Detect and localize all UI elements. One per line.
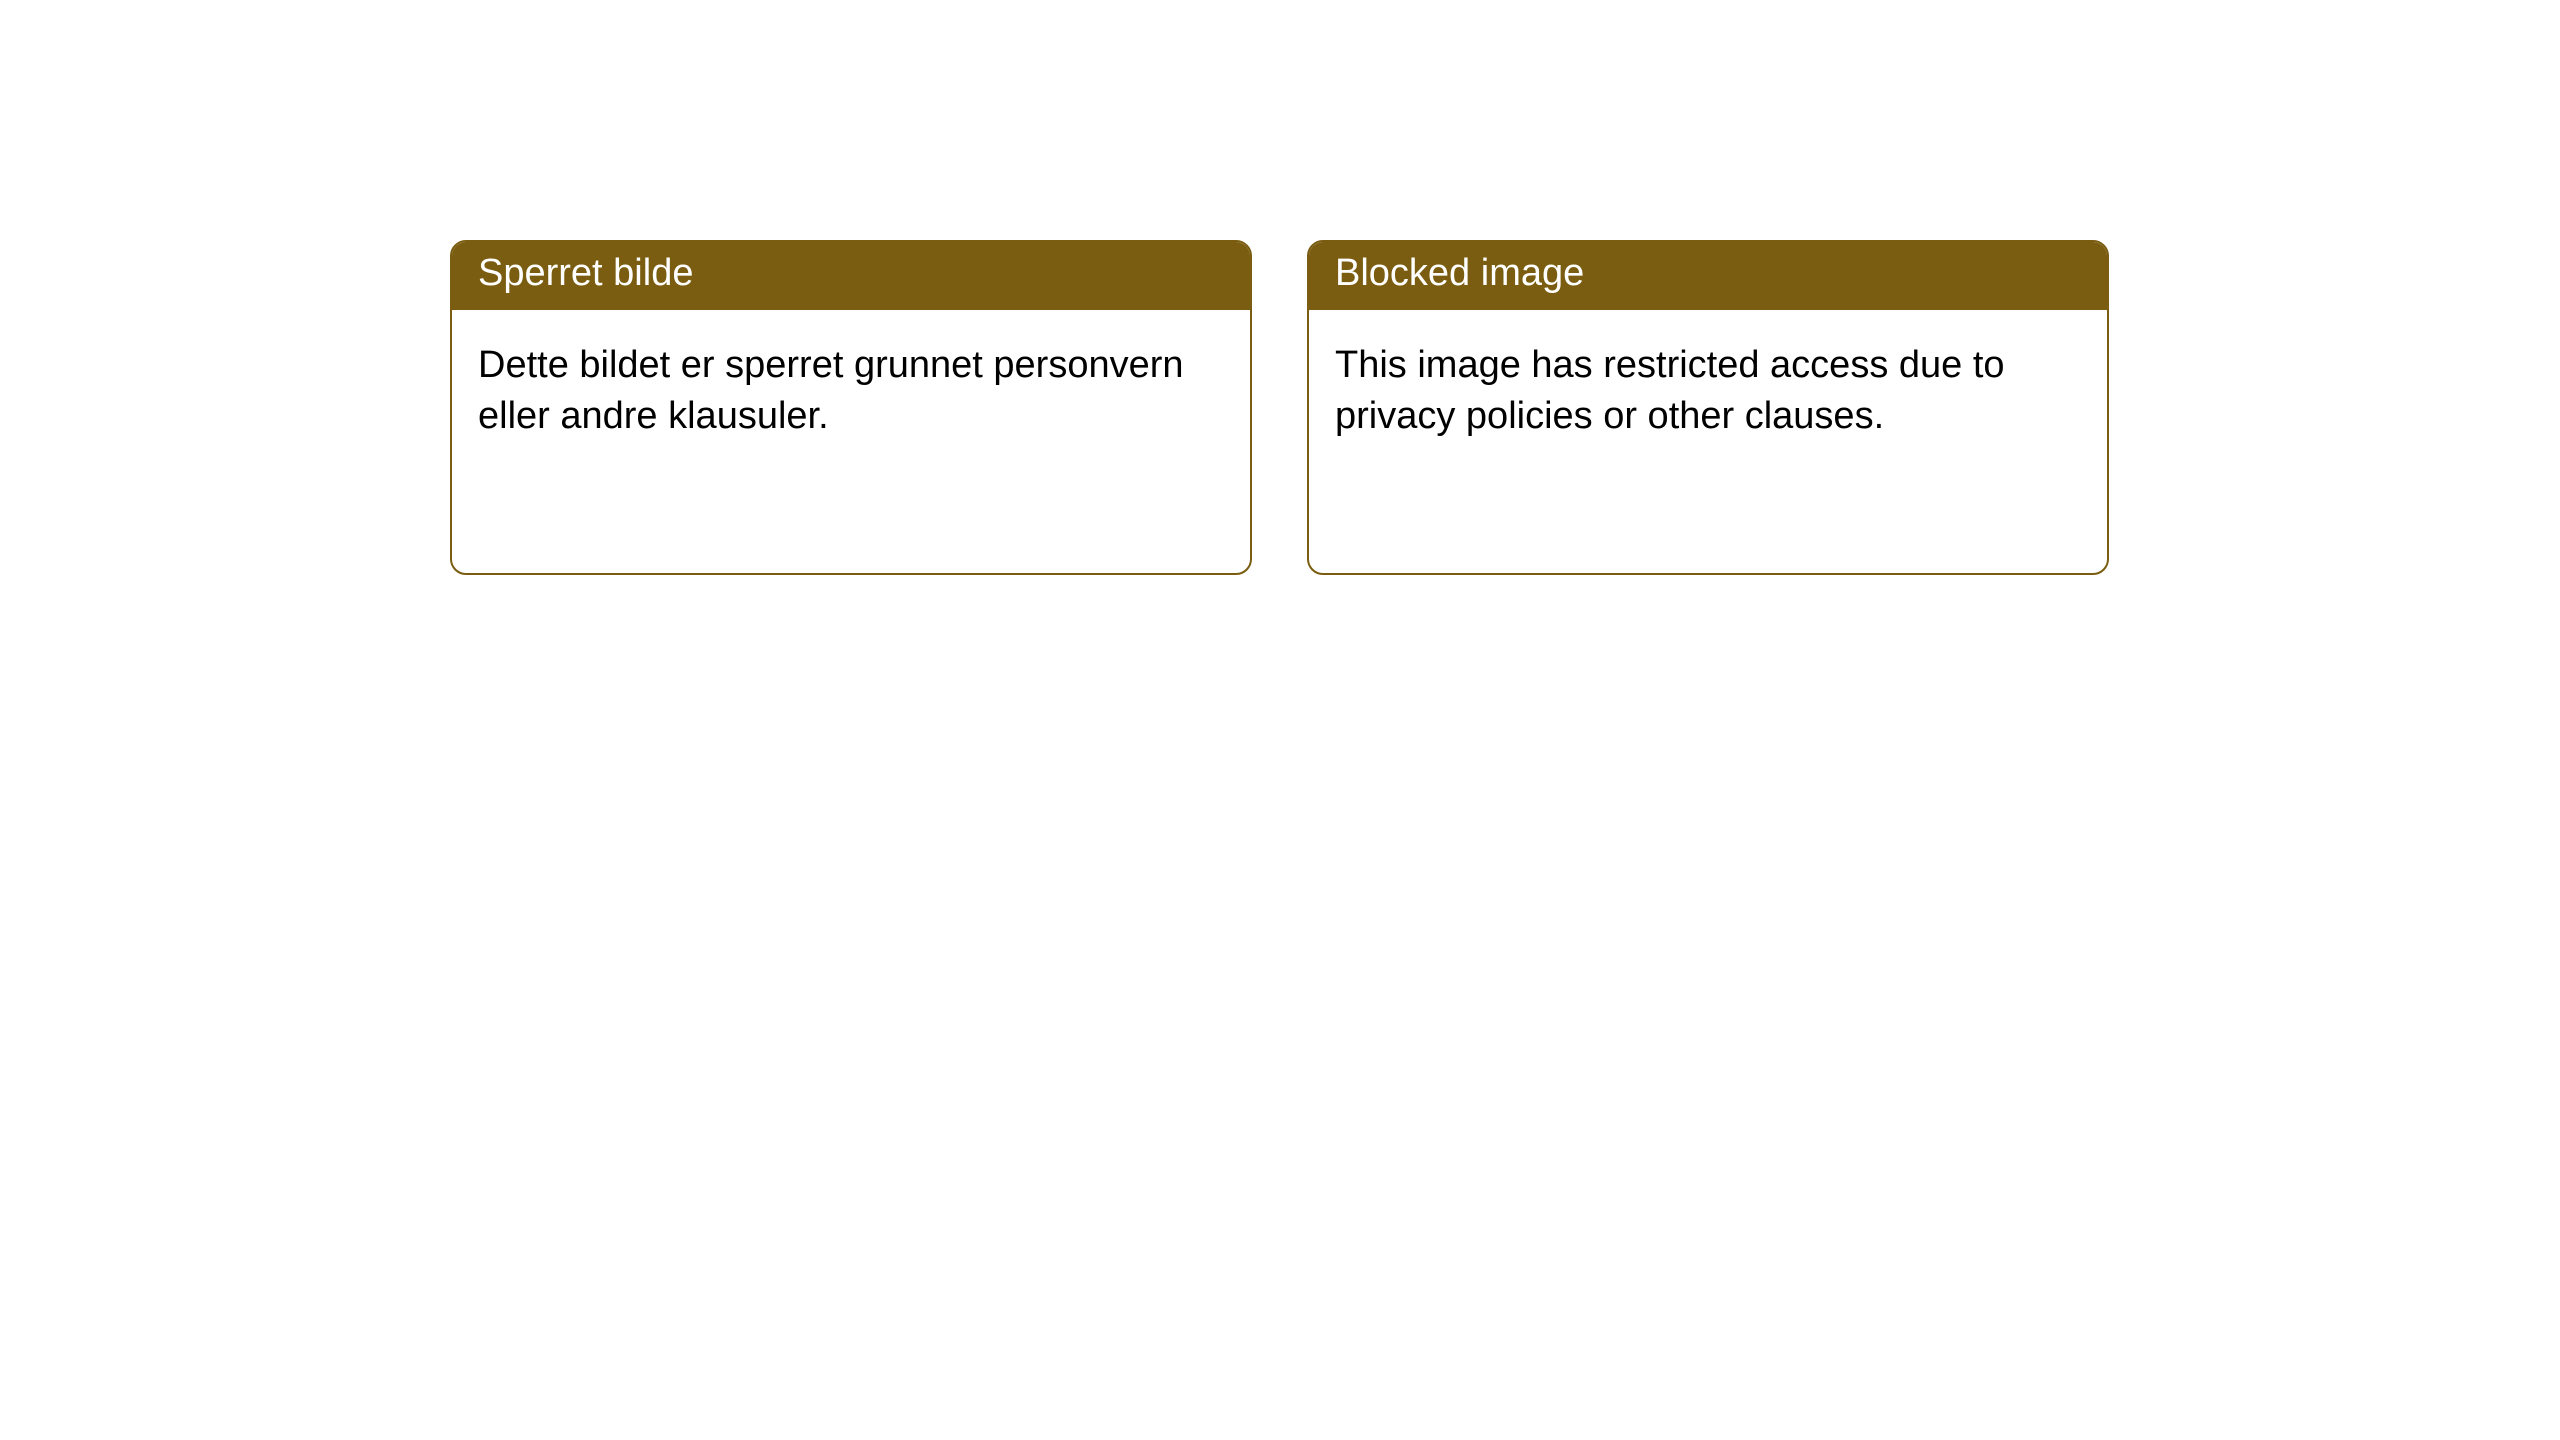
card-title-en: Blocked image: [1309, 242, 2107, 310]
blocked-image-card-en: Blocked image This image has restricted …: [1307, 240, 2109, 575]
card-body-no: Dette bildet er sperret grunnet personve…: [452, 310, 1250, 473]
blocked-image-card-no: Sperret bilde Dette bildet er sperret gr…: [450, 240, 1252, 575]
card-body-en: This image has restricted access due to …: [1309, 310, 2107, 473]
card-title-no: Sperret bilde: [452, 242, 1250, 310]
notice-cards-container: Sperret bilde Dette bildet er sperret gr…: [0, 0, 2560, 575]
